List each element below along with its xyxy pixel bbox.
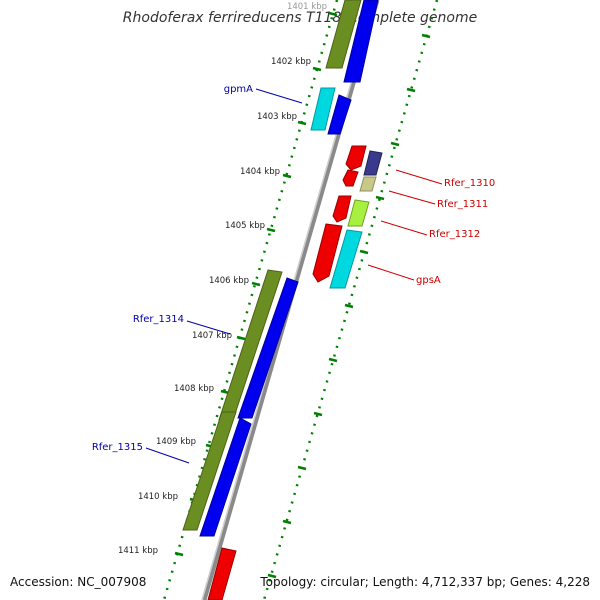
- map-title: Rhodoferax ferrireducens T118, complete …: [122, 10, 478, 26]
- kbp-tick-label: 1407 kbp: [192, 331, 232, 341]
- gene-feature-khaki: [359, 176, 377, 192]
- right-callouts: [367, 169, 443, 281]
- gene-feature-blue: [343, 0, 379, 83]
- gene-label-gpmA: gpmA: [224, 84, 253, 95]
- gene-label-rfer-1315: Rfer_1315: [92, 442, 143, 453]
- gene-feature-blue: [199, 417, 252, 537]
- kbp-tick-label: 1408 kbp: [174, 384, 214, 394]
- gene-label-rfer-1314: Rfer_1314: [133, 314, 184, 325]
- kbp-tick-label: 1406 kbp: [209, 276, 249, 286]
- gene-feature-blue: [327, 94, 352, 135]
- gene-label-rfer-1312: Rfer_1312: [429, 229, 480, 240]
- kbp-tick-label: 1404 kbp: [240, 167, 280, 177]
- accession-label: Accession: NC_007908: [10, 575, 147, 589]
- kbp-tick-label: 1405 kbp: [225, 221, 265, 231]
- gene-feature-red: [342, 169, 359, 187]
- right-major-ticks: [267, 33, 431, 579]
- gene-label-rfer-1311: Rfer_1311: [437, 199, 488, 210]
- kbp-tick-label: 1410 kbp: [138, 492, 178, 502]
- gene-feature-red: [312, 223, 343, 283]
- kbp-tick-label: 1409 kbp: [156, 437, 196, 447]
- gene-features-reverse: [312, 145, 383, 289]
- gene-feature-blue: [237, 277, 299, 419]
- gene-feature-red: [207, 547, 237, 600]
- gene-features-forward: [182, 0, 379, 600]
- left-callouts: [145, 88, 303, 464]
- gene-feature-navy: [363, 150, 383, 176]
- gene-label-gpsA: gpsA: [416, 275, 441, 286]
- topology-label: Topology: circular; Length: 4,712,337 bp…: [260, 575, 590, 589]
- kbp-tick-label: 1402 kbp: [271, 57, 311, 67]
- gene-feature-cyan: [329, 229, 363, 289]
- gene-feature-cyan: [310, 87, 336, 131]
- kbp-tick-label: 1401 kbp: [287, 2, 327, 12]
- gene-feature-olive: [182, 411, 237, 531]
- gene-feature-lime: [347, 199, 370, 227]
- left-major-ticks: [174, 11, 338, 557]
- gene-feature-red: [345, 145, 367, 171]
- gene-feature-olive: [325, 0, 362, 69]
- kbp-tick-label: 1411 kbp: [118, 546, 158, 556]
- kbp-tick-label: 1403 kbp: [257, 112, 297, 122]
- gene-feature-red: [332, 195, 352, 223]
- gene-label-rfer-1310: Rfer_1310: [444, 178, 495, 189]
